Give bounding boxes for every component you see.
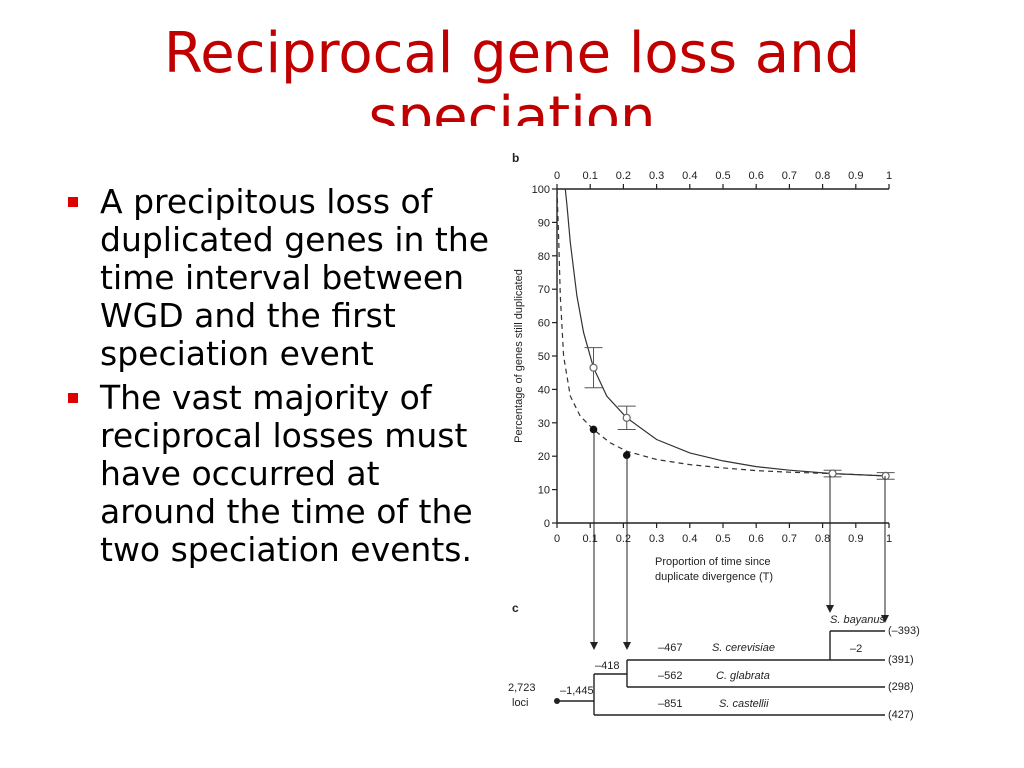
y-tick-label: 0 [544, 518, 550, 530]
species-loss: –562 [658, 670, 682, 682]
y-tick-label: 90 [538, 217, 550, 229]
data-point-open [622, 413, 631, 422]
bullet-text: A precipitous loss of duplicated genes i… [100, 182, 490, 373]
bottom-tick-label: 1 [886, 533, 892, 545]
root-loci-label: loci [512, 697, 529, 709]
chart-panel-b: 0 0.1 0.2 0.3 0.4 0.5 0.6 0.7 0.8 0.9 1 0 0.1 0.2 0.3… [513, 170, 895, 583]
top-tick-label: 0.5 [715, 170, 730, 182]
data-point-open [881, 471, 890, 481]
arrow-head [826, 605, 834, 613]
fitted-curve-dashed [556, 188, 886, 477]
y-tick-label: 60 [538, 318, 550, 330]
bullet-item: The vast majority of reciprocal losses m… [62, 379, 492, 569]
panel-b-label: b [512, 151, 519, 165]
arrow-head [623, 642, 631, 650]
bullet-text: The vast majority of reciprocal losses m… [100, 378, 473, 569]
top-tick-label: 0.8 [815, 170, 830, 182]
panel-c-label: c [512, 601, 519, 615]
arrow-head [590, 642, 598, 650]
bottom-tick-label: 0 [554, 533, 560, 545]
top-tick-label: 0.7 [782, 170, 797, 182]
bottom-tick-label: 0.7 [782, 533, 797, 545]
y-tick-label: 70 [538, 284, 550, 296]
y-tick-label: 10 [538, 485, 550, 497]
bottom-tick-label: 0.3 [649, 533, 664, 545]
top-tick-label: 0.4 [682, 170, 697, 182]
bullet-list: A precipitous loss of duplicated genes i… [62, 183, 492, 575]
x-axis-label-line2: duplicate divergence (T) [655, 571, 773, 583]
species-name: S. bayanus [830, 614, 886, 626]
y-tick-label: 100 [532, 184, 550, 196]
y-axis-label: Percentage of genes still duplicated [513, 269, 525, 443]
time-arrows [590, 431, 889, 650]
bottom-tick-label: 0.6 [749, 533, 764, 545]
species-count: (391) [888, 654, 914, 666]
root-dot [554, 698, 560, 704]
bullet-square-icon [68, 197, 78, 207]
species-count: (427) [888, 709, 914, 721]
top-tick-label: 1 [886, 170, 892, 182]
bottom-tick-label: 0.1 [583, 533, 598, 545]
fitted-curve-solid [564, 188, 886, 477]
x-axis-label-line1: Proportion of time since [655, 556, 771, 568]
data-point-filled [589, 425, 598, 434]
bottom-tick-label: 0.8 [815, 533, 830, 545]
species-loss: –467 [658, 642, 682, 654]
top-tick-label: 0.1 [583, 170, 598, 182]
bottom-tick-label: 0.2 [616, 533, 631, 545]
figure: b c 0 0.1 0.2 0.3 0.4 0.5 0.6 0.7 0.8 0.9 1 0 0.1 0.… [508, 151, 920, 721]
y-tick-label: 20 [538, 451, 550, 463]
y-tick-label: 30 [538, 418, 550, 430]
arrow-head [881, 615, 889, 623]
top-tick-label: 0.2 [616, 170, 631, 182]
data-point-open [589, 363, 598, 372]
species-tree-panel-c [554, 630, 885, 716]
top-tick-label: 0.3 [649, 170, 664, 182]
bottom-tick-label: 0.4 [682, 533, 697, 545]
node2-loss: –2 [850, 643, 862, 655]
species-name: S. cerevisiae [712, 642, 775, 654]
y-tick-label: 80 [538, 251, 550, 263]
y-tick-label: 50 [538, 351, 550, 363]
species-loss: –851 [658, 698, 682, 710]
species-count: (–393) [888, 625, 920, 637]
top-tick-label: 0.9 [848, 170, 863, 182]
bottom-tick-label: 0.9 [848, 533, 863, 545]
root-loci-count: 2,723 [508, 682, 536, 694]
top-tick-label: 0.6 [749, 170, 764, 182]
species-count: (298) [888, 681, 914, 693]
node1-loss: –418 [595, 660, 619, 672]
data-point-open [828, 469, 837, 478]
species-name: C. glabrata [716, 670, 770, 682]
top-tick-label: 0 [554, 170, 560, 182]
data-point-filled [622, 451, 631, 459]
title-line-2: speciation [368, 86, 656, 126]
root-loss: –1,445 [560, 685, 594, 697]
y-tick-label: 40 [538, 384, 550, 396]
title-line-1: Reciprocal gene loss and [163, 21, 861, 86]
bullet-square-icon [68, 393, 78, 403]
bottom-tick-label: 0.5 [715, 533, 730, 545]
species-name: S. castellii [719, 698, 769, 710]
bullet-item: A precipitous loss of duplicated genes i… [62, 183, 492, 373]
slide-title: Reciprocal gene loss and speciation [0, 21, 1024, 127]
